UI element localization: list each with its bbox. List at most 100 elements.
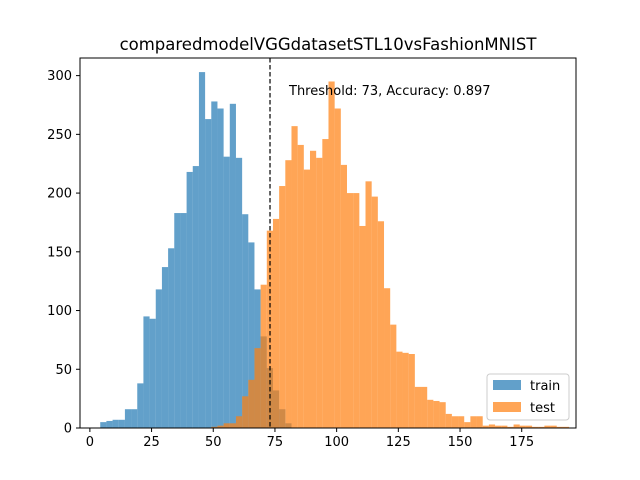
test-bar (513, 424, 520, 428)
test-bar (495, 425, 502, 428)
test-bar (316, 157, 323, 428)
test-bar (340, 164, 347, 428)
test-bar (235, 416, 243, 428)
train-bar (112, 419, 119, 428)
train-bar (248, 242, 255, 428)
y-tick-label: 250 (47, 128, 72, 143)
train-bar (137, 383, 144, 428)
test-bar (532, 426, 539, 428)
legend-label-train: train (530, 379, 560, 394)
test-bar (297, 144, 304, 429)
test-bar (242, 396, 249, 428)
test-bar (223, 423, 230, 428)
test-bar (285, 160, 292, 428)
test-bar (303, 169, 310, 428)
test-bar (211, 426, 218, 428)
test-bar (396, 351, 403, 428)
y-tick-label: 0 (64, 422, 72, 437)
x-axis-ticks: 0 25 50 75 100 125 150 175 (86, 428, 534, 450)
legend-swatch-train (493, 380, 521, 390)
test-bar (427, 399, 434, 428)
train-bars (100, 72, 292, 429)
axes-frame (79, 57, 577, 429)
y-tick-label: 200 (47, 187, 72, 202)
train-bar (198, 72, 206, 428)
train-bar (192, 166, 199, 428)
test-bar (519, 425, 526, 428)
test-bar (445, 413, 452, 428)
test-bar (433, 400, 440, 428)
test-bar (254, 348, 261, 428)
x-tick-label: 25 (143, 435, 160, 450)
test-bar (414, 386, 422, 428)
test-bar (248, 379, 255, 428)
test-bar (507, 426, 514, 428)
y-tick-label: 50 (55, 363, 72, 378)
test-bar (371, 196, 378, 428)
test-bar (266, 230, 273, 428)
test-bar (476, 416, 483, 428)
test-bar (217, 425, 224, 428)
test-bar (322, 139, 329, 429)
test-bar (408, 354, 415, 428)
test-bar (279, 186, 286, 428)
chart-title: comparedmodelVGGdatasetSTL10vsFashionMNI… (120, 35, 538, 54)
train-bar (205, 119, 212, 428)
test-bar (562, 426, 570, 428)
train-bar (180, 213, 187, 428)
test-bar (402, 352, 409, 428)
test-bar (353, 193, 360, 428)
x-tick-label: 75 (267, 435, 284, 450)
train-bar (106, 420, 113, 428)
test-bar (309, 150, 317, 429)
x-tick-label: 175 (509, 435, 534, 450)
train-bar (168, 248, 175, 428)
test-bar (525, 425, 533, 428)
y-tick-label: 100 (47, 304, 72, 319)
train-bar (149, 318, 156, 428)
test-bar (488, 424, 496, 428)
train-bar (235, 157, 243, 428)
x-tick-label: 100 (324, 435, 349, 450)
test-bar (538, 426, 545, 428)
train-bar (229, 103, 236, 428)
y-axis-ticks: 0 50 100 150 200 250 300 (47, 69, 80, 437)
test-bar (272, 218, 280, 428)
test-bar (470, 416, 477, 428)
train-bar (186, 171, 193, 428)
train-bar (155, 289, 162, 428)
x-tick-label: 150 (448, 435, 473, 450)
train-bar (223, 156, 230, 429)
test-bar (501, 425, 508, 428)
test-bar (451, 416, 459, 428)
y-tick-label: 150 (47, 245, 72, 260)
test-bar (544, 425, 551, 428)
test-bar (384, 288, 391, 428)
train-bar (118, 419, 125, 428)
train-bar (217, 108, 224, 428)
test-bar (334, 108, 341, 428)
train-bar (143, 316, 150, 428)
axes-spines (79, 57, 577, 429)
test-bar (359, 225, 366, 428)
x-tick-label: 125 (386, 435, 411, 450)
test-bar (556, 426, 563, 428)
test-bar (439, 402, 446, 428)
test-bar (390, 324, 397, 428)
test-bar (229, 423, 236, 428)
legend-label-test: test (530, 401, 555, 416)
test-bar (464, 422, 471, 428)
test-bar (458, 416, 465, 428)
test-bar (550, 425, 557, 428)
test-bar (377, 221, 385, 428)
test-bar (260, 284, 267, 428)
threshold-annotation: Threshold: 73, Accuracy: 0.897 (288, 84, 491, 99)
train-bar (174, 213, 181, 428)
train-bar (211, 101, 218, 429)
test-bar (328, 81, 335, 429)
train-bar (131, 409, 138, 428)
train-bar (100, 422, 107, 428)
legend: train test (486, 373, 570, 421)
